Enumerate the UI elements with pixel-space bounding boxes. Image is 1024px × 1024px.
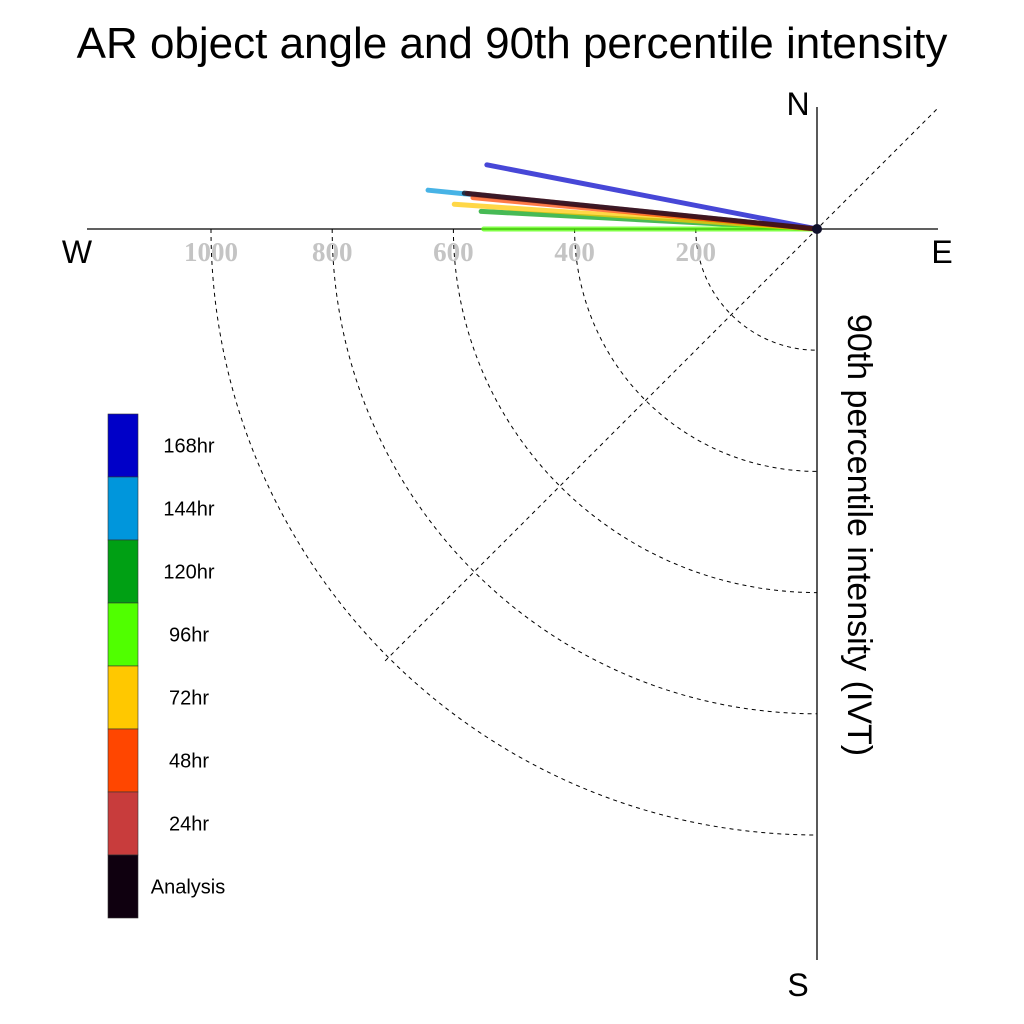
legend-label-96hr: 96hr — [169, 625, 209, 647]
legend-swatch-168hr — [107, 413, 139, 478]
legend-swatch-72hr — [107, 665, 139, 730]
legend-swatch-96hr — [107, 602, 139, 667]
compass-east-label: E — [931, 234, 952, 270]
y-axis-label: 90th percentile intensity (IVT) — [840, 314, 878, 756]
legend-label-48hr: 48hr — [169, 751, 209, 773]
origin-marker — [812, 224, 822, 234]
compass-west-label: W — [62, 234, 93, 270]
radial-tick-label-1000: 1000 — [184, 237, 238, 267]
chart-title: AR object angle and 90th percentile inte… — [77, 19, 948, 68]
radial-tick-label-400: 400 — [554, 237, 595, 267]
radial-tick-label-200: 200 — [676, 237, 717, 267]
range-ring-1000 — [210, 228, 818, 836]
legend-label-168hr: 168hr — [163, 436, 214, 458]
legend-swatch-120hr — [107, 539, 139, 604]
legend-label-72hr: 72hr — [169, 688, 209, 710]
diagonal-gridline — [384, 107, 939, 662]
radial-tick-label-600: 600 — [433, 237, 474, 267]
legend-swatch-144hr — [107, 476, 139, 541]
polar-grid — [210, 107, 939, 836]
legend-swatch-48hr — [107, 728, 139, 793]
legend-label-120hr: 120hr — [163, 562, 214, 584]
radial-tick-label-800: 800 — [312, 237, 353, 267]
legend: 168hr 144hr 120hr 96hr 72hr 48hr 24hr Analysis — [107, 413, 225, 919]
legend-label-analysis: Analysis — [151, 877, 225, 899]
vector-168hr — [484, 162, 820, 232]
legend-label-24hr: 24hr — [169, 814, 209, 836]
range-ring-800 — [331, 228, 818, 715]
compass-north-label: N — [786, 86, 809, 122]
compass-south-label: S — [787, 967, 808, 1003]
vector-analysis — [461, 190, 820, 232]
intensity-vectors — [425, 162, 820, 232]
range-ring-200 — [695, 228, 818, 351]
radial-tick-labels: 200 400 600 800 1000 — [184, 237, 716, 267]
legend-swatch-analysis — [107, 854, 139, 919]
legend-label-144hr: 144hr — [163, 499, 214, 521]
legend-swatch-24hr — [107, 791, 139, 856]
